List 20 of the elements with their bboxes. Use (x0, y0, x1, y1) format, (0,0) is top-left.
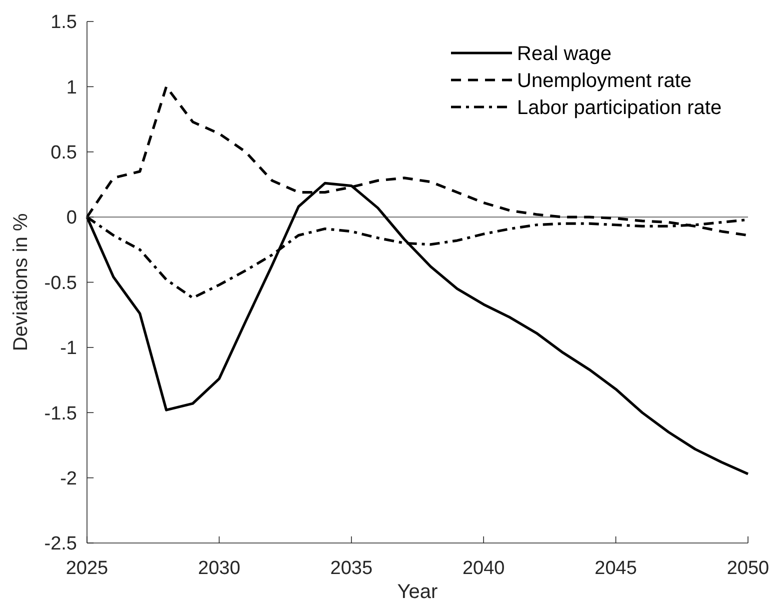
y-tick-label: 1.5 (50, 12, 77, 34)
x-tick-label: 2030 (198, 558, 240, 579)
x-tick-label: 2035 (330, 558, 373, 579)
y-tick-label: -2.5 (44, 534, 77, 555)
x-tick-label: 2050 (726, 558, 770, 579)
y-tick-label: -2 (60, 468, 77, 490)
y-tick-label: 1 (66, 77, 77, 98)
legend-label: Labor participation rate (517, 97, 722, 119)
legend-label: Unemployment rate (517, 70, 692, 92)
y-tick-label: 0 (66, 208, 77, 229)
y-tick-label: -1.5 (44, 403, 77, 424)
legend-label: Real wage (517, 43, 612, 65)
y-tick-label: -0.5 (44, 272, 77, 294)
x-tick-label: 2025 (66, 558, 108, 579)
y-tick-label: -1 (60, 338, 77, 360)
y-axis-title: Deviations in % (10, 213, 32, 352)
x-axis-title: Year (397, 581, 438, 602)
x-tick-label: 2045 (594, 558, 637, 579)
x-tick-label: 2040 (462, 558, 505, 579)
y-tick-label: 0.5 (50, 142, 77, 164)
